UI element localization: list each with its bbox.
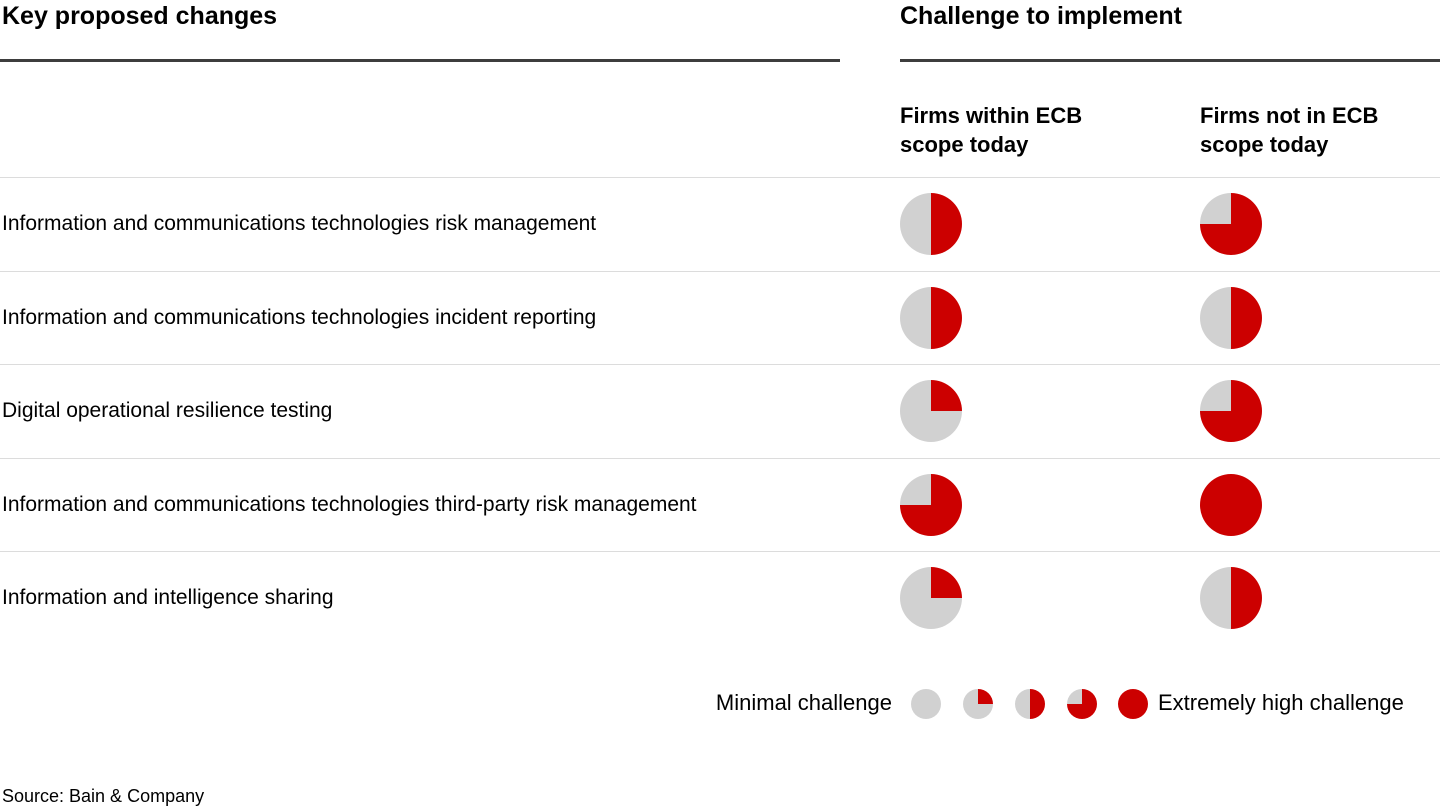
legend-harvey-ball-50 bbox=[1015, 689, 1045, 719]
harvey-ball-not-ecb bbox=[1200, 473, 1262, 536]
legend-harvey-ball-25 bbox=[963, 689, 993, 719]
harvey-ball-not-ecb bbox=[1200, 286, 1262, 349]
harvey-ball-table: Information and communications technolog… bbox=[0, 177, 1440, 645]
harvey-ball-not-ecb bbox=[1200, 193, 1262, 256]
column-header-within-ecb: Firms within ECB scope today bbox=[900, 103, 1083, 157]
row-label: Information and communications technolog… bbox=[2, 305, 597, 329]
harvey-ball-within-ecb bbox=[900, 567, 962, 630]
harvey-ball-not-ecb bbox=[1200, 567, 1262, 630]
row-label: Information and communications technolog… bbox=[2, 212, 597, 236]
row-label: Information and communications technolog… bbox=[2, 492, 697, 516]
legend-min-label: Minimal challenge bbox=[715, 690, 892, 715]
source-attribution: Source: Bain & Company bbox=[2, 786, 205, 806]
table-row: Digital operational resilience testing bbox=[0, 364, 1440, 458]
column-header-not-ecb: Firms not in ECB scope today bbox=[1200, 103, 1379, 157]
left-title-underline bbox=[0, 59, 840, 62]
harvey-ball-not-ecb bbox=[1200, 380, 1262, 443]
harvey-ball-within-ecb bbox=[900, 380, 962, 443]
table-row: Information and communications technolog… bbox=[0, 457, 1440, 552]
harvey-ball-within-ecb bbox=[900, 473, 962, 536]
row-label: Digital operational resilience testing bbox=[2, 399, 333, 423]
left-section-title: Key proposed changes bbox=[2, 2, 278, 30]
right-title-underline bbox=[900, 59, 1440, 62]
harvey-ball-within-ecb bbox=[900, 286, 962, 349]
legend-harvey-ball-100 bbox=[1118, 689, 1148, 719]
table-row: Information and intelligence sharing bbox=[0, 551, 1440, 645]
legend-harvey-ball-75 bbox=[1067, 689, 1097, 719]
table-row: Information and communications technolog… bbox=[0, 177, 1440, 271]
harvey-ball-within-ecb bbox=[900, 193, 962, 256]
legend-max-label: Extremely high challenge bbox=[1158, 690, 1404, 715]
right-section-title: Challenge to implement bbox=[900, 2, 1182, 30]
table-row: Information and communications technolog… bbox=[0, 270, 1440, 365]
legend-harvey-ball-0 bbox=[911, 689, 941, 719]
row-label: Information and intelligence sharing bbox=[2, 586, 334, 610]
